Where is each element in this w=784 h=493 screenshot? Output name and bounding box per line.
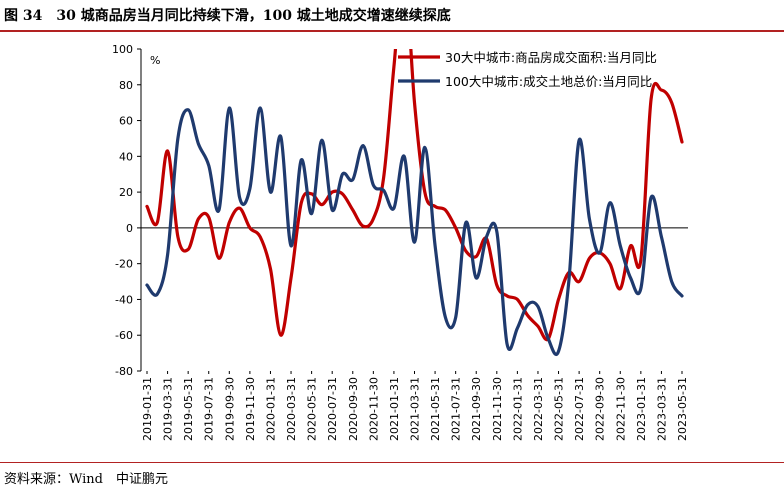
x-tick-label: 2021-03-31 bbox=[409, 377, 422, 441]
y-tick-label: 60 bbox=[119, 115, 133, 128]
legend-label: 30大中城市:商品房成交面积:当月同比 bbox=[445, 50, 657, 65]
x-tick-label: 2021-11-30 bbox=[491, 377, 504, 441]
y-tick-label: 80 bbox=[119, 79, 133, 92]
x-tick-label: 2022-05-31 bbox=[553, 377, 566, 441]
x-tick-label: 2020-03-31 bbox=[285, 377, 298, 441]
x-tick-label: 2019-03-31 bbox=[162, 377, 175, 441]
y-tick-label: 40 bbox=[119, 150, 133, 163]
x-tick-label: 2023-03-31 bbox=[655, 377, 668, 441]
x-tick-label: 2020-11-30 bbox=[367, 377, 380, 441]
chart-legend: 30大中城市:商品房成交面积:当月同比 100大中城市:成交土地总价:当月同比 bbox=[398, 50, 657, 89]
x-tick-label: 2021-07-31 bbox=[450, 377, 463, 441]
line-chart: -80 -60 -40 -20 0 20 40 60 80 100% 2019-01-31 2019-… bbox=[112, 43, 689, 441]
x-tick-label: 2019-11-30 bbox=[244, 377, 257, 441]
x-tick-label: 2023-05-31 bbox=[676, 377, 689, 441]
y-tick-label: 100 bbox=[112, 43, 133, 56]
x-tick-label: 2019-01-31 bbox=[141, 377, 154, 441]
y-tick-label: -80 bbox=[115, 365, 133, 378]
x-tick-label: 2022-09-30 bbox=[594, 377, 607, 441]
series-line-commodity-housing bbox=[145, 49, 684, 342]
y-unit-label: % bbox=[150, 54, 160, 67]
x-tick-label: 2022-11-30 bbox=[614, 377, 627, 441]
x-tick-label: 2020-09-30 bbox=[347, 377, 360, 441]
x-tick-label: 2023-01-31 bbox=[635, 377, 648, 441]
title-divider bbox=[0, 30, 784, 32]
figure-title: 图 34 30 城商品房当月同比持续下滑，100 城土地成交增速继续探底 bbox=[4, 8, 451, 24]
x-tick-label: 2019-05-31 bbox=[182, 377, 195, 441]
x-tick-label: 2022-01-31 bbox=[511, 377, 524, 441]
x-tick-label: 2022-03-31 bbox=[532, 377, 545, 441]
chart-axes: -80 -60 -40 -20 0 20 40 60 80 100% 2019-01-31 2019-… bbox=[112, 43, 689, 441]
x-tick-label: 2020-07-31 bbox=[326, 377, 339, 441]
y-tick-label: -40 bbox=[115, 293, 133, 306]
x-tick-label: 2019-07-31 bbox=[203, 377, 216, 441]
chart-series bbox=[145, 49, 684, 357]
y-tick-label: 20 bbox=[119, 186, 133, 199]
source-note: 资料来源：Wind 中证鹏元 bbox=[4, 472, 168, 487]
y-tick-label: -60 bbox=[115, 329, 133, 342]
source-divider bbox=[0, 462, 784, 463]
series-line-land-transaction bbox=[145, 106, 684, 357]
legend-label: 100大中城市:成交土地总价:当月同比 bbox=[445, 74, 652, 89]
x-tick-label: 2020-01-31 bbox=[264, 377, 277, 441]
x-tick-label: 2022-07-31 bbox=[573, 377, 586, 441]
y-tick-label: 0 bbox=[126, 222, 133, 235]
x-tick-label: 2021-01-31 bbox=[388, 377, 401, 441]
x-tick-label: 2020-05-31 bbox=[306, 377, 319, 441]
x-tick-label: 2019-09-30 bbox=[223, 377, 236, 441]
x-tick-label: 2021-05-31 bbox=[429, 377, 442, 441]
x-tick-label: 2021-09-30 bbox=[470, 377, 483, 441]
y-tick-label: -20 bbox=[115, 258, 133, 271]
